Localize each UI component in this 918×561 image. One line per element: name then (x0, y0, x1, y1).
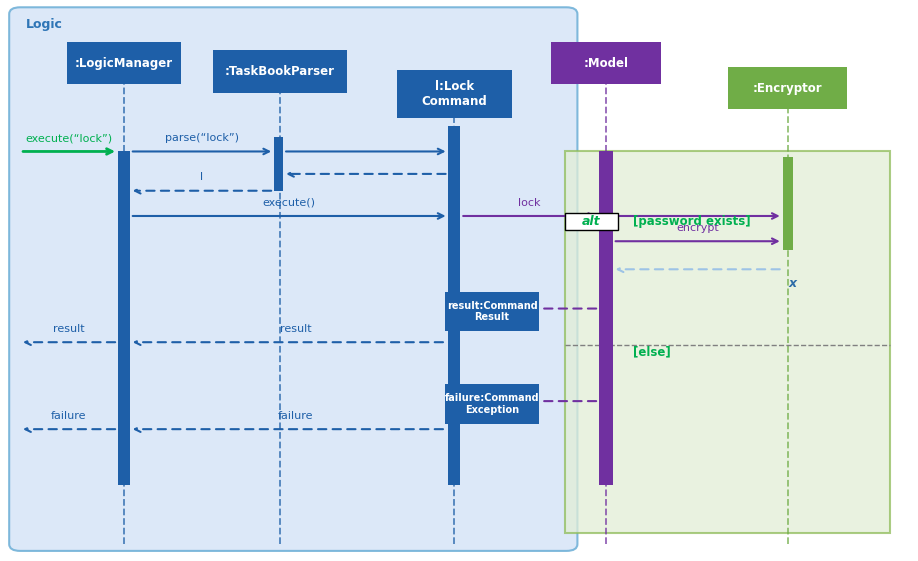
Text: :TaskBookParser: :TaskBookParser (225, 65, 335, 78)
Text: result: result (280, 324, 311, 334)
Text: parse(“lock”): parse(“lock”) (165, 133, 239, 143)
FancyBboxPatch shape (728, 67, 847, 109)
Text: :Encryptor: :Encryptor (753, 82, 823, 95)
Text: lock: lock (519, 197, 541, 208)
Text: failure:Command
Exception: failure:Command Exception (444, 393, 540, 415)
FancyBboxPatch shape (551, 42, 661, 84)
Text: x: x (789, 277, 796, 290)
Text: :LogicManager: :LogicManager (75, 57, 173, 70)
Text: failure: failure (51, 411, 86, 421)
Bar (449, 126, 460, 485)
Text: l: l (200, 172, 204, 182)
Text: alt: alt (582, 215, 600, 228)
FancyBboxPatch shape (445, 292, 539, 331)
Text: execute(“lock”): execute(“lock”) (26, 133, 112, 143)
Bar (274, 137, 283, 191)
Text: result:Command
Result: result:Command Result (447, 301, 537, 322)
FancyBboxPatch shape (565, 151, 890, 533)
Text: failure: failure (278, 411, 313, 421)
Text: [else]: [else] (633, 346, 671, 359)
FancyBboxPatch shape (445, 384, 539, 424)
Text: execute(): execute() (263, 197, 316, 208)
FancyBboxPatch shape (67, 42, 182, 84)
Text: :Model: :Model (583, 57, 629, 70)
Text: Logic: Logic (26, 18, 62, 31)
Bar (783, 157, 793, 250)
Bar (118, 151, 130, 485)
FancyBboxPatch shape (565, 213, 618, 230)
Text: l:Lock
Command: l:Lock Command (421, 80, 487, 108)
Text: result: result (53, 324, 84, 334)
FancyBboxPatch shape (397, 70, 512, 118)
Text: [password exists]: [password exists] (633, 215, 751, 228)
Bar (599, 151, 613, 485)
FancyBboxPatch shape (213, 50, 347, 93)
FancyBboxPatch shape (9, 7, 577, 551)
Text: encrypt: encrypt (677, 223, 719, 233)
